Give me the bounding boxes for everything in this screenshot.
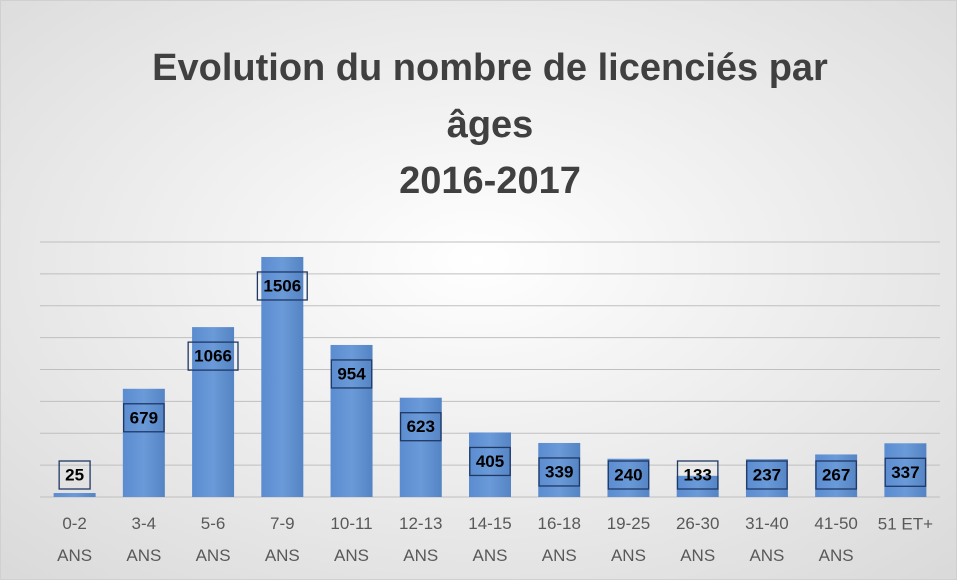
data-label-text: 25 bbox=[65, 465, 84, 484]
x-tick-label: 31-40 ANS bbox=[745, 514, 788, 565]
data-label-text: 405 bbox=[476, 452, 504, 471]
chart-subtitle: 2016-2017 bbox=[399, 160, 581, 202]
x-tick-label: 14-15 ANS bbox=[468, 514, 511, 565]
data-label-text: 337 bbox=[891, 463, 919, 482]
chart-title: Evolution du nombre de licenciés par âges bbox=[152, 47, 828, 146]
data-label-text: 679 bbox=[130, 408, 158, 427]
data-label-box bbox=[58, 460, 91, 490]
data-label-box bbox=[607, 460, 650, 490]
data-label-text: 237 bbox=[753, 465, 781, 484]
data-label: 240 bbox=[607, 460, 650, 490]
data-label-box bbox=[676, 460, 719, 490]
bar bbox=[399, 397, 442, 497]
data-label: 679 bbox=[123, 403, 165, 433]
x-tick-label: 16-18 ANS bbox=[537, 514, 580, 565]
data-label-box bbox=[469, 446, 511, 477]
x-tick-label: 51 ET+ bbox=[878, 514, 933, 533]
x-tick-label: 5-6 ANS bbox=[196, 514, 231, 565]
data-label-text: 1066 bbox=[194, 347, 232, 366]
data-label: 133 bbox=[676, 460, 719, 490]
data-label: 339 bbox=[538, 457, 581, 487]
x-tick-label: 3-4 ANS bbox=[126, 514, 161, 565]
data-label-text: 623 bbox=[407, 417, 435, 436]
bar bbox=[884, 443, 927, 497]
data-label-box bbox=[330, 359, 373, 389]
data-label: 237 bbox=[746, 460, 788, 490]
data-label: 954 bbox=[330, 359, 373, 389]
bar bbox=[469, 432, 511, 497]
data-label: 623 bbox=[399, 412, 442, 442]
x-tick-label: 7-9 ANS bbox=[265, 514, 300, 565]
x-tick-label: 10-11 ANS bbox=[330, 514, 372, 565]
bar bbox=[122, 388, 165, 497]
data-label: 405 bbox=[469, 446, 511, 477]
bar bbox=[607, 458, 650, 497]
data-label-box bbox=[746, 460, 788, 490]
data-label-box bbox=[538, 457, 581, 487]
bar bbox=[538, 442, 581, 497]
x-tick-label: 19-25 ANS bbox=[607, 514, 650, 565]
bar bbox=[261, 256, 304, 497]
data-label-text: 954 bbox=[337, 364, 366, 383]
x-tick-label: 12-13 ANS bbox=[399, 514, 442, 565]
data-label-box bbox=[884, 457, 927, 487]
data-label-text: 133 bbox=[684, 465, 712, 484]
data-label-box bbox=[399, 412, 442, 442]
x-tick-label: 41-50 ANS bbox=[814, 514, 857, 565]
data-label-box bbox=[815, 460, 857, 490]
data-label-text: 339 bbox=[545, 462, 573, 481]
data-label-text: 240 bbox=[614, 465, 642, 484]
bar bbox=[676, 475, 719, 497]
data-label-text: 1506 bbox=[263, 276, 301, 295]
data-label: 1506 bbox=[256, 271, 308, 301]
data-label-box bbox=[187, 341, 239, 371]
data-label-box bbox=[256, 271, 308, 301]
data-label-box bbox=[123, 403, 165, 433]
data-label: 337 bbox=[884, 457, 927, 487]
bar bbox=[192, 327, 235, 497]
x-tick-label: 26-30 ANS bbox=[676, 514, 719, 565]
bar bbox=[330, 344, 373, 497]
data-label-text: 267 bbox=[822, 465, 850, 484]
bar bbox=[53, 493, 96, 497]
data-label: 25 bbox=[58, 460, 91, 490]
bar bbox=[745, 459, 788, 497]
data-label: 1066 bbox=[187, 341, 239, 371]
data-label: 267 bbox=[815, 460, 857, 490]
x-tick-label: 0-2 ANS bbox=[57, 514, 92, 565]
